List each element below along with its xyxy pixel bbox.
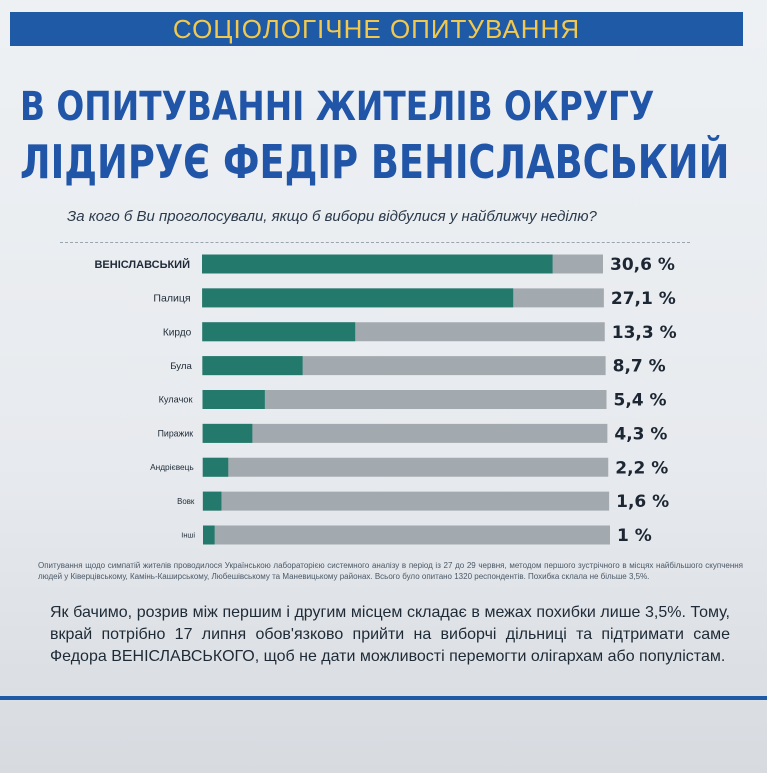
category-label: Вовк bbox=[177, 497, 195, 506]
bar bbox=[202, 491, 222, 511]
category-label: Пиражик bbox=[158, 428, 194, 438]
value-label: 27,1 % bbox=[611, 289, 676, 309]
value-label: 5,4 % bbox=[614, 391, 667, 411]
category-label: Кирдо bbox=[163, 327, 192, 338]
category-label: Кулачок bbox=[159, 395, 194, 405]
article-body: Як бачимо, розрив між першим і другим мі… bbox=[50, 604, 730, 665]
bar bbox=[202, 356, 303, 376]
bar bbox=[203, 525, 215, 545]
bar-track bbox=[203, 525, 610, 545]
bar bbox=[202, 288, 514, 308]
category-label: ВЕНІСЛАВСЬКИЙ bbox=[94, 258, 190, 271]
value-label: 13,3 % bbox=[612, 323, 677, 343]
bottom-rule bbox=[0, 696, 767, 700]
section-header-bar: СОЦІОЛОГІЧНЕ ОПИТУВАННЯ bbox=[10, 12, 743, 46]
bar bbox=[202, 423, 253, 443]
bar-track bbox=[202, 423, 608, 443]
value-label: 1 % bbox=[617, 526, 652, 546]
section-title: СОЦІОЛОГІЧНЕ ОПИТУВАННЯ bbox=[172, 14, 581, 44]
survey-footnote: Опитування щодо симпатій жителів проводи… bbox=[38, 561, 743, 581]
bar bbox=[202, 390, 265, 409]
category-label: Палиця bbox=[153, 293, 190, 305]
chart-title: За кого б Ви проголосували, якщо б вибор… bbox=[67, 208, 597, 225]
bar bbox=[202, 254, 553, 274]
bar-track bbox=[202, 390, 607, 409]
value-label: 4,3 % bbox=[614, 424, 667, 444]
bar-track bbox=[202, 457, 609, 477]
value-label: 8,7 % bbox=[613, 357, 666, 377]
bar-track bbox=[202, 491, 610, 511]
bar bbox=[202, 457, 229, 477]
value-label: 2,2 % bbox=[615, 458, 668, 478]
value-label: 30,6 % bbox=[610, 255, 675, 275]
category-label: Інші bbox=[181, 531, 195, 540]
value-label: 1,6 % bbox=[616, 492, 669, 512]
title-divider bbox=[60, 242, 690, 243]
category-label: Андрієвець bbox=[150, 462, 194, 472]
headline-line-1: В ОПИТУВАННІ ЖИТЕЛІВ ОКРУГУ bbox=[20, 84, 655, 130]
bar bbox=[202, 322, 356, 342]
bar-track bbox=[202, 356, 606, 376]
category-label: Була bbox=[170, 361, 192, 372]
